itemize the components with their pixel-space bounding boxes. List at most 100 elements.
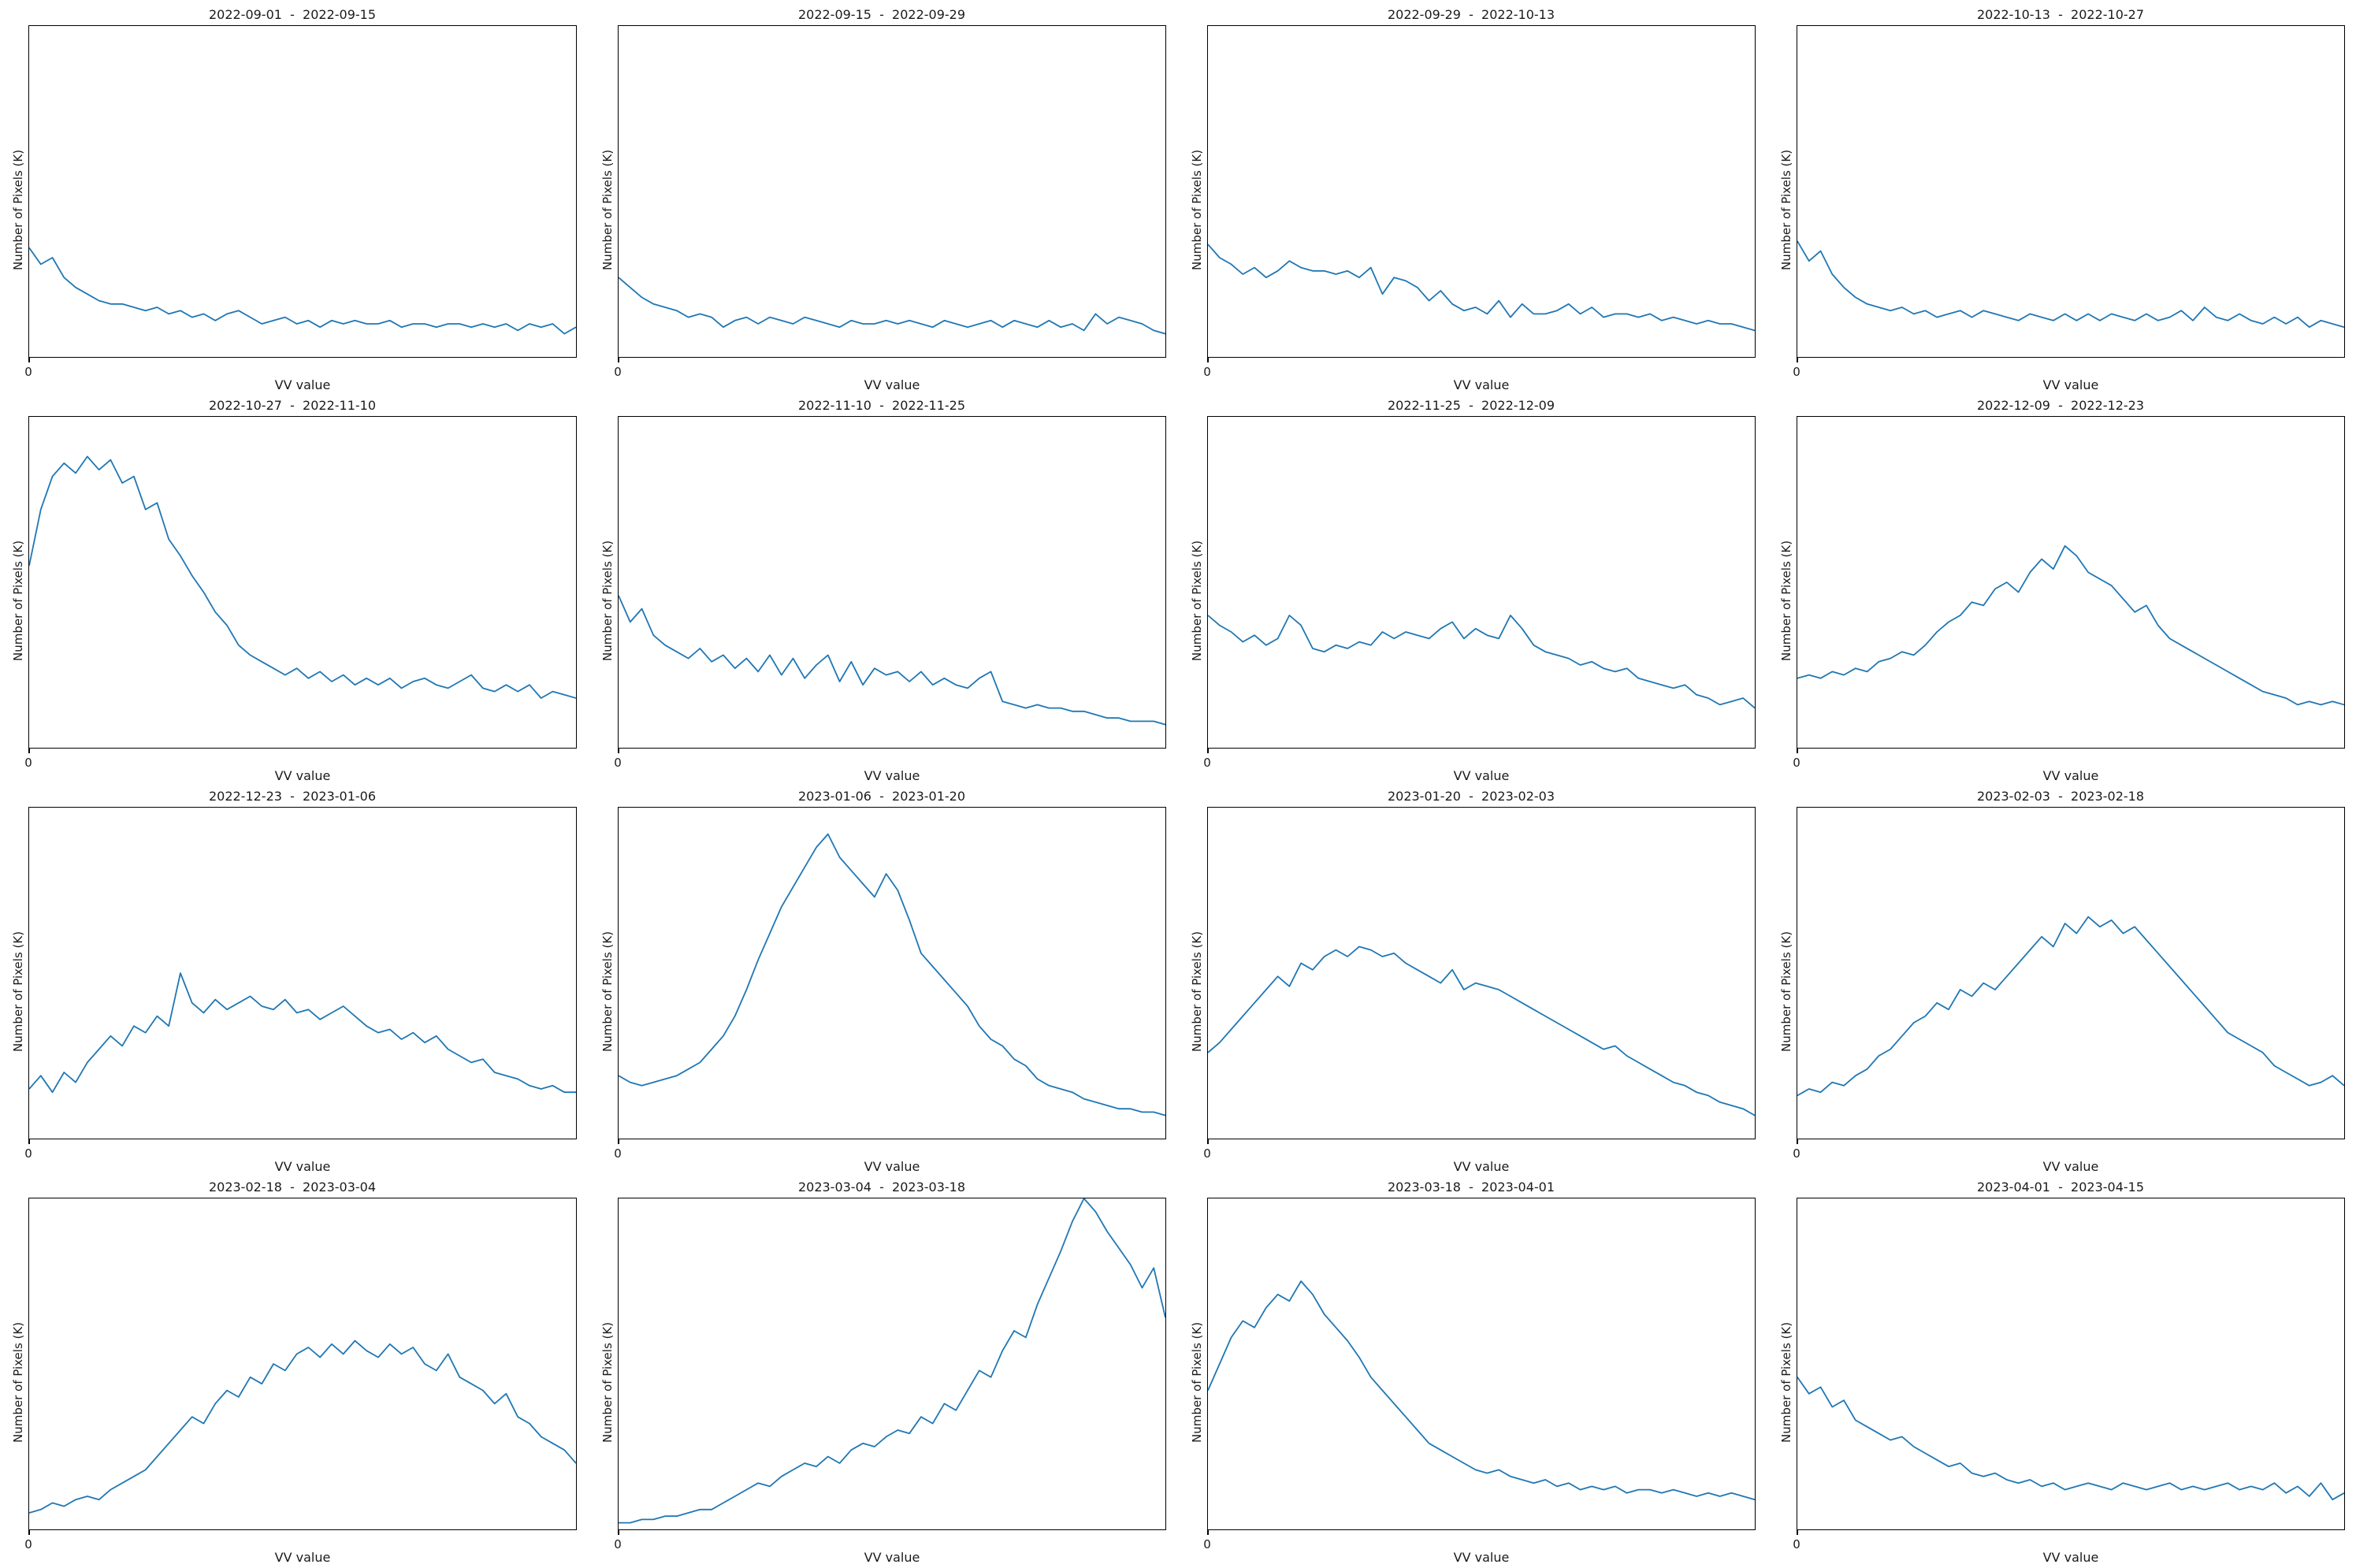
x-tick-mark [1797,1529,1798,1535]
plot-column: 0 VV value [1793,1198,2345,1566]
x-axis-label: VV value [2042,377,2099,392]
data-line [29,247,576,333]
x-tick-label: 0 [24,365,32,379]
chart-body: Number of Pixels (K) 0 VV value [1776,25,2345,394]
y-axis-label: Number of Pixels (K) [11,540,25,661]
y-axis-label: Number of Pixels (K) [1779,540,1793,661]
chart-body: Number of Pixels (K) 0 VV value [1187,807,1756,1176]
y-axis-label: Number of Pixels (K) [1190,1321,1204,1443]
x-tick-label: 0 [1203,756,1211,770]
chart-title: 2023-01-06 - 2023-01-20 [797,789,966,804]
line-series [1208,417,1755,748]
plot-area [28,807,577,1144]
x-tick-mark [1797,1139,1798,1144]
x-axis-area: 0 VV value [1793,358,2345,394]
data-line [619,596,1165,725]
x-axis-area: 0 VV value [1203,358,1756,394]
plot-area [618,807,1166,1144]
x-tick-mark [28,357,30,362]
y-axis-label: Number of Pixels (K) [600,1321,615,1443]
y-axis-label: Number of Pixels (K) [600,149,615,270]
x-tick-label: 0 [24,1537,32,1551]
x-axis-label: VV value [864,1159,920,1174]
data-line [1208,244,1755,330]
x-axis-area: 0 VV value [614,749,1166,785]
y-axis-label: Number of Pixels (K) [1779,1321,1793,1443]
x-tick-mark [618,1139,619,1144]
x-tick-label: 0 [1793,756,1800,770]
x-tick-mark [1797,357,1798,362]
data-line [1208,1281,1755,1499]
x-tick-mark [618,748,619,753]
data-line [1208,946,1755,1115]
chart-title: 2022-09-29 - 2022-10-13 [1387,7,1555,22]
line-series [619,1198,1165,1529]
chart-panel: 2023-02-03 - 2023-02-18 Number of Pixels … [1776,786,2345,1176]
x-tick-label: 0 [1203,365,1211,379]
plot-column: 0 VV value [1203,416,1756,785]
x-axis-label: VV value [274,377,331,392]
chart-body: Number of Pixels (K) 0 VV value [8,416,577,785]
data-line [619,1198,1165,1523]
line-series [1797,417,2344,748]
chart-panel: 2022-09-29 - 2022-10-13 Number of Pixels … [1187,5,1756,394]
plot-area [1207,1198,1756,1535]
x-tick-label: 0 [614,1146,622,1161]
x-axis-label: VV value [1453,377,1510,392]
x-axis-label: VV value [274,1159,331,1174]
x-tick-label: 0 [1793,365,1800,379]
line-series [1208,1198,1755,1529]
chart-title: 2022-09-15 - 2022-09-29 [797,7,966,22]
plot-column: 0 VV value [614,1198,1166,1566]
y-axis-label: Number of Pixels (K) [600,931,615,1052]
x-axis-label: VV value [1453,1159,1510,1174]
chart-body: Number of Pixels (K) 0 VV value [597,416,1166,785]
data-line [29,456,576,698]
y-axis-label: Number of Pixels (K) [1779,931,1793,1052]
x-tick-mark [1797,748,1798,753]
plot-area [618,416,1166,753]
x-axis-area: 0 VV value [24,358,577,394]
x-axis-label: VV value [274,1550,331,1565]
chart-title: 2022-09-01 - 2022-09-15 [208,7,377,22]
data-line [1797,241,2344,327]
x-tick-label: 0 [614,1537,622,1551]
x-tick-mark [1207,357,1209,362]
y-axis-label: Number of Pixels (K) [600,540,615,661]
y-axis-label: Number of Pixels (K) [11,931,25,1052]
chart-panel: 2022-10-13 - 2022-10-27 Number of Pixels … [1776,5,2345,394]
line-series [619,26,1165,357]
x-axis-area: 0 VV value [614,1139,1166,1176]
plot-column: 0 VV value [24,1198,577,1566]
chart-title: 2022-12-23 - 2023-01-06 [208,789,377,804]
chart-panel: 2023-01-06 - 2023-01-20 Number of Pixels … [597,786,1166,1176]
data-line [1797,546,2344,705]
x-tick-mark [1207,1139,1209,1144]
plot-area [1797,1198,2345,1535]
plot-column: 0 VV value [24,416,577,785]
chart-body: Number of Pixels (K) 0 VV value [597,25,1166,394]
x-tick-mark [618,357,619,362]
chart-title: 2023-01-20 - 2023-02-03 [1387,789,1555,804]
x-tick-label: 0 [1203,1146,1211,1161]
line-series [1208,808,1755,1139]
x-axis-area: 0 VV value [1793,1530,2345,1566]
chart-panel: 2023-02-18 - 2023-03-04 Number of Pixels … [8,1177,577,1566]
chart-title: 2022-11-10 - 2022-11-25 [797,398,966,413]
x-axis-label: VV value [864,1550,920,1565]
x-axis-label: VV value [274,768,331,783]
x-tick-mark [28,1139,30,1144]
x-axis-label: VV value [1453,768,1510,783]
chart-title: 2023-04-01 - 2023-04-15 [1976,1180,2145,1195]
chart-body: Number of Pixels (K) 0 VV value [8,25,577,394]
y-axis-label: Number of Pixels (K) [11,149,25,270]
plot-column: 0 VV value [1203,807,1756,1176]
y-axis-label: Number of Pixels (K) [1190,540,1204,661]
x-tick-label: 0 [24,756,32,770]
chart-panel: 2022-09-15 - 2022-09-29 Number of Pixels … [597,5,1166,394]
x-tick-mark [28,748,30,753]
chart-body: Number of Pixels (K) 0 VV value [1187,25,1756,394]
x-axis-area: 0 VV value [1203,1530,1756,1566]
x-axis-area: 0 VV value [1203,1139,1756,1176]
